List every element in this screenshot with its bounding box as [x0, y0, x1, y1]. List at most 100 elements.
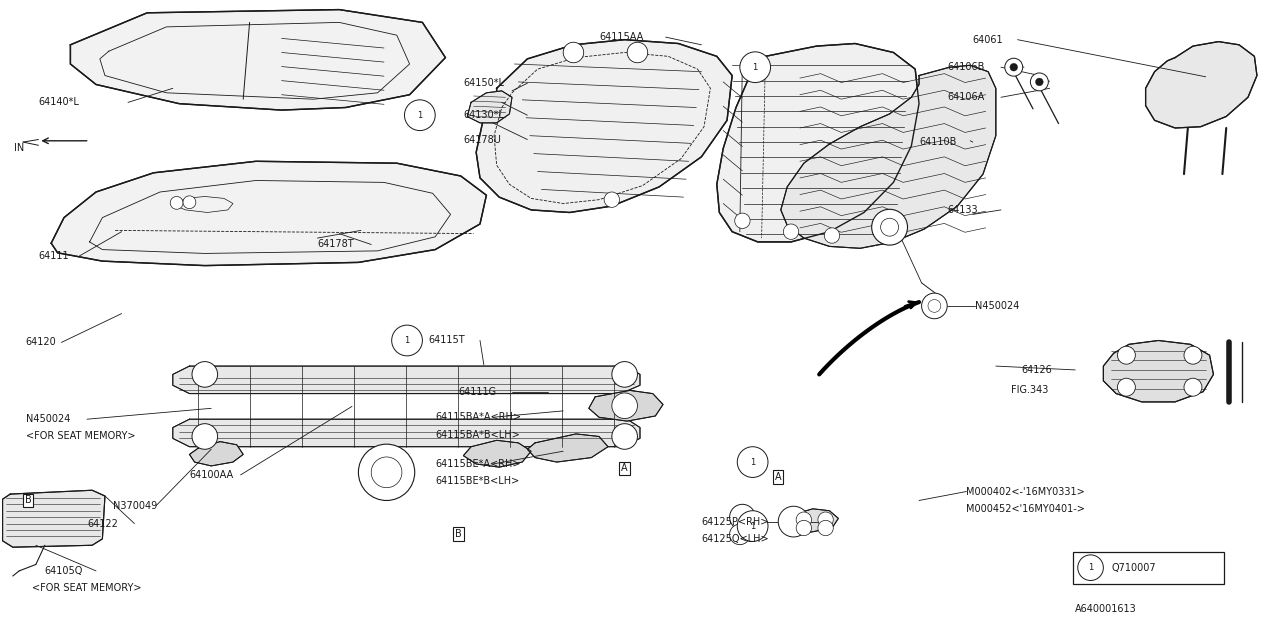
Circle shape [612, 393, 637, 419]
Text: 64133: 64133 [947, 205, 978, 215]
Polygon shape [51, 161, 486, 266]
Text: 64115T: 64115T [429, 335, 466, 346]
Circle shape [881, 218, 899, 236]
Text: 64178U: 64178U [463, 134, 502, 145]
Circle shape [778, 506, 809, 537]
Circle shape [735, 213, 750, 228]
Circle shape [371, 457, 402, 488]
Text: 64115BA*A<RH>: 64115BA*A<RH> [435, 412, 521, 422]
Text: M000402<-'16MY0331>: M000402<-'16MY0331> [966, 486, 1085, 497]
Polygon shape [189, 442, 243, 466]
Circle shape [796, 520, 812, 536]
Text: M000452<'16MY0401->: M000452<'16MY0401-> [966, 504, 1085, 514]
Circle shape [1184, 346, 1202, 364]
Text: 64115BE*B<LH>: 64115BE*B<LH> [435, 476, 520, 486]
Circle shape [796, 512, 812, 527]
Text: A: A [621, 463, 628, 474]
Circle shape [1036, 78, 1043, 86]
Circle shape [783, 224, 799, 239]
Text: 1: 1 [753, 63, 758, 72]
Text: 64115AA: 64115AA [599, 32, 644, 42]
Text: 64140*L: 64140*L [38, 97, 79, 108]
Text: 1: 1 [750, 458, 755, 467]
Text: 64105Q: 64105Q [45, 566, 83, 576]
Circle shape [730, 524, 750, 545]
Polygon shape [589, 390, 663, 421]
Polygon shape [463, 440, 531, 467]
Circle shape [922, 293, 947, 319]
Text: A640001613: A640001613 [1075, 604, 1137, 614]
Text: N370049: N370049 [113, 500, 157, 511]
Text: N450024: N450024 [26, 414, 70, 424]
Polygon shape [781, 65, 996, 248]
Text: <FOR SEAT MEMORY>: <FOR SEAT MEMORY> [26, 431, 136, 442]
Text: 64126: 64126 [1021, 365, 1052, 375]
Circle shape [730, 504, 755, 530]
Circle shape [192, 362, 218, 387]
Text: 64106A: 64106A [947, 92, 984, 102]
Circle shape [358, 444, 415, 500]
Text: 64120: 64120 [26, 337, 56, 348]
Circle shape [183, 196, 196, 209]
Text: IN: IN [14, 143, 24, 154]
Polygon shape [1146, 42, 1257, 128]
Text: 64106B: 64106B [947, 62, 984, 72]
Text: 64130*L: 64130*L [463, 110, 504, 120]
Text: 64110B: 64110B [919, 137, 956, 147]
Circle shape [872, 209, 908, 245]
Text: FIG.343: FIG.343 [1011, 385, 1048, 396]
Text: 64111G: 64111G [458, 387, 497, 397]
Text: 64100AA: 64100AA [189, 470, 233, 480]
Text: 1: 1 [1088, 563, 1093, 572]
Circle shape [170, 196, 183, 209]
Circle shape [1078, 555, 1103, 580]
Text: B: B [454, 529, 462, 540]
Text: 64115BA*B<LH>: 64115BA*B<LH> [435, 430, 520, 440]
Circle shape [928, 300, 941, 312]
Text: 1: 1 [750, 522, 755, 531]
Circle shape [1010, 63, 1018, 71]
Text: 64122: 64122 [87, 518, 118, 529]
Text: 64150*L: 64150*L [463, 78, 504, 88]
Text: Q710007: Q710007 [1111, 563, 1156, 573]
Circle shape [1117, 346, 1135, 364]
Polygon shape [173, 419, 640, 447]
FancyBboxPatch shape [1073, 552, 1224, 584]
Text: 64125Q<LH>: 64125Q<LH> [701, 534, 769, 544]
Text: 64111: 64111 [38, 251, 69, 261]
Circle shape [192, 424, 218, 449]
Circle shape [818, 520, 833, 536]
Polygon shape [70, 10, 445, 110]
Circle shape [1005, 58, 1023, 76]
Text: N450024: N450024 [975, 301, 1020, 311]
Polygon shape [1103, 340, 1213, 402]
Circle shape [612, 424, 637, 449]
Polygon shape [467, 91, 512, 123]
Text: 64125P<RH>: 64125P<RH> [701, 516, 769, 527]
Circle shape [604, 192, 620, 207]
Text: 1: 1 [404, 336, 410, 345]
Circle shape [818, 512, 833, 527]
Circle shape [1030, 73, 1048, 91]
Circle shape [1117, 378, 1135, 396]
Text: B: B [24, 495, 32, 506]
Polygon shape [781, 509, 838, 532]
Text: 1: 1 [417, 111, 422, 120]
Text: <FOR SEAT MEMORY>: <FOR SEAT MEMORY> [32, 582, 142, 593]
Polygon shape [476, 40, 732, 212]
Circle shape [563, 42, 584, 63]
Circle shape [737, 447, 768, 477]
Circle shape [612, 362, 637, 387]
Circle shape [737, 511, 768, 541]
Circle shape [740, 52, 771, 83]
Text: 64061: 64061 [973, 35, 1004, 45]
Text: A: A [774, 472, 782, 482]
Text: 64178T: 64178T [317, 239, 355, 250]
Polygon shape [717, 44, 919, 242]
Circle shape [627, 42, 648, 63]
Circle shape [824, 228, 840, 243]
Circle shape [1184, 378, 1202, 396]
Circle shape [392, 325, 422, 356]
Polygon shape [527, 434, 608, 462]
Polygon shape [173, 366, 640, 394]
